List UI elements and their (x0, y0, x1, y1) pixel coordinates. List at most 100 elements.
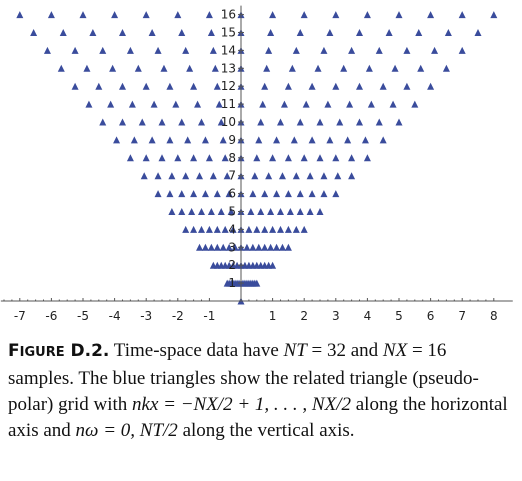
data-point (166, 190, 174, 198)
y-tick-label: 12 (221, 79, 236, 93)
data-point (332, 11, 340, 19)
data-point (273, 243, 281, 251)
data-point (308, 136, 316, 144)
data-point (223, 172, 231, 180)
data-point (255, 136, 263, 144)
data-point (261, 82, 269, 90)
x-tick-label: -1 (203, 309, 215, 323)
data-point (198, 208, 205, 215)
data-point (196, 172, 204, 180)
data-point (231, 243, 239, 251)
data-point (225, 190, 233, 198)
data-point (273, 136, 281, 144)
data-point (57, 64, 65, 72)
data-point (356, 29, 363, 36)
data-point (198, 118, 205, 126)
data-point (375, 118, 383, 126)
data-point (207, 208, 215, 215)
data-point (288, 64, 296, 72)
y-tick-label: 5 (228, 205, 236, 219)
data-point (142, 11, 150, 19)
data-point (320, 172, 328, 180)
data-point (257, 208, 265, 215)
data-point (221, 225, 229, 233)
y-tick-label: 6 (228, 187, 236, 201)
data-point (30, 29, 38, 36)
data-point (99, 46, 107, 54)
data-point (273, 190, 281, 198)
data-point (166, 136, 174, 144)
data-point (209, 172, 217, 180)
data-point (427, 82, 435, 90)
data-point (205, 225, 213, 233)
x-tick-label: -4 (109, 309, 121, 323)
data-point (444, 29, 452, 36)
data-point (119, 82, 126, 90)
data-point (194, 100, 202, 108)
data-point (142, 154, 150, 162)
data-point (403, 82, 411, 90)
data-point (142, 82, 150, 90)
data-point (261, 190, 269, 198)
data-point (188, 208, 196, 215)
data-point (292, 46, 300, 54)
data-point (269, 261, 277, 269)
data-point (334, 172, 342, 180)
data-point (326, 29, 334, 36)
data-point (154, 46, 162, 54)
y-tick-label: 15 (221, 26, 236, 40)
data-point (99, 118, 107, 126)
data-point (166, 82, 174, 90)
data-point (265, 46, 273, 54)
axes (0, 5, 513, 302)
data-point (213, 243, 221, 251)
data-point (207, 29, 215, 36)
x-tick-label: 3 (332, 309, 340, 323)
data-point (306, 208, 314, 215)
data-point (207, 243, 215, 251)
data-point (119, 118, 126, 126)
data-point (71, 82, 79, 90)
data-point (442, 64, 450, 72)
data-point (113, 136, 121, 144)
caption-nx: NX (382, 340, 408, 361)
data-point (219, 136, 227, 144)
data-point (348, 46, 356, 54)
caption-text-3: along the vertical axis. (177, 420, 355, 441)
data-point (277, 118, 284, 126)
data-point (284, 82, 292, 90)
data-point (314, 64, 322, 72)
data-point (269, 225, 277, 233)
data-point (225, 243, 233, 251)
data-point (59, 29, 67, 36)
data-point (367, 100, 375, 108)
data-point (389, 100, 397, 108)
caption-eq-4: = 0, NT/2 (98, 420, 178, 441)
data-point (296, 208, 304, 215)
data-point (119, 29, 126, 36)
x-tick-label: 4 (364, 309, 372, 323)
data-point (111, 11, 119, 19)
data-point (255, 243, 263, 251)
data-point (154, 190, 162, 198)
data-point (267, 243, 275, 251)
data-point (168, 172, 176, 180)
data-point (277, 225, 284, 233)
data-point (267, 208, 275, 215)
data-point (284, 154, 292, 162)
data-point (211, 64, 219, 72)
data-point (415, 29, 423, 36)
data-point (201, 243, 209, 251)
data-point (213, 225, 221, 233)
data-point (154, 172, 162, 180)
x-tick-label: -3 (140, 309, 152, 323)
data-point (16, 11, 24, 19)
y-tick-label: 2 (228, 258, 236, 272)
data-point (128, 100, 136, 108)
data-point (286, 208, 294, 215)
data-point (316, 118, 324, 126)
data-point (107, 100, 115, 108)
data-point (316, 154, 324, 162)
data-point (346, 100, 354, 108)
